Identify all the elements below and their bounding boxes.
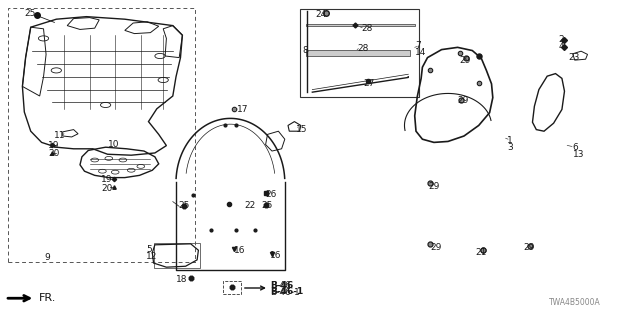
Text: 8: 8 <box>302 46 308 55</box>
Text: 29: 29 <box>460 56 471 65</box>
Bar <box>223 281 241 294</box>
Text: 20: 20 <box>48 149 60 158</box>
Text: 16: 16 <box>234 246 245 255</box>
Text: 11: 11 <box>54 132 66 140</box>
Text: 29: 29 <box>458 96 469 105</box>
Text: B-46: B-46 <box>270 281 293 290</box>
Polygon shape <box>306 24 415 26</box>
Text: 14: 14 <box>415 48 426 57</box>
Text: 29: 29 <box>429 182 440 191</box>
Text: 6: 6 <box>573 143 579 152</box>
Text: 25: 25 <box>261 201 273 210</box>
Text: 20: 20 <box>101 184 113 193</box>
Bar <box>154 243 200 268</box>
Text: 2: 2 <box>558 35 564 44</box>
Text: 28: 28 <box>362 24 373 33</box>
Text: 17: 17 <box>237 105 248 114</box>
Bar <box>300 9 419 97</box>
Text: 19: 19 <box>48 141 60 150</box>
Polygon shape <box>306 50 410 56</box>
Text: B-46: B-46 <box>270 281 291 290</box>
Text: 12: 12 <box>146 252 157 261</box>
Text: 10: 10 <box>108 140 119 149</box>
Text: 7: 7 <box>415 41 420 50</box>
Text: 25: 25 <box>24 9 36 18</box>
Text: 28: 28 <box>357 44 369 53</box>
Text: 15: 15 <box>296 125 307 134</box>
Text: 13: 13 <box>573 150 584 159</box>
Text: 22: 22 <box>244 201 256 210</box>
Text: 1: 1 <box>507 136 513 145</box>
Text: 25: 25 <box>178 201 189 210</box>
Text: 23: 23 <box>568 53 580 62</box>
Text: B-46-1: B-46-1 <box>270 287 303 296</box>
Text: 27: 27 <box>364 79 375 88</box>
Text: 19: 19 <box>101 175 113 184</box>
Text: 4: 4 <box>558 42 564 51</box>
Text: B-46-1: B-46-1 <box>270 288 300 297</box>
Text: 26: 26 <box>266 190 277 199</box>
Text: 16: 16 <box>270 252 282 260</box>
Text: 29: 29 <box>524 244 535 252</box>
Text: 21: 21 <box>475 248 486 257</box>
Text: 5: 5 <box>146 245 152 254</box>
Text: TWA4B5000A: TWA4B5000A <box>549 298 601 307</box>
Bar <box>8 8 195 262</box>
Text: 18: 18 <box>176 275 188 284</box>
Text: 9: 9 <box>45 253 51 262</box>
Text: 29: 29 <box>430 243 442 252</box>
Text: 3: 3 <box>507 143 513 152</box>
Text: FR.: FR. <box>38 293 56 303</box>
Text: 24: 24 <box>315 10 326 19</box>
